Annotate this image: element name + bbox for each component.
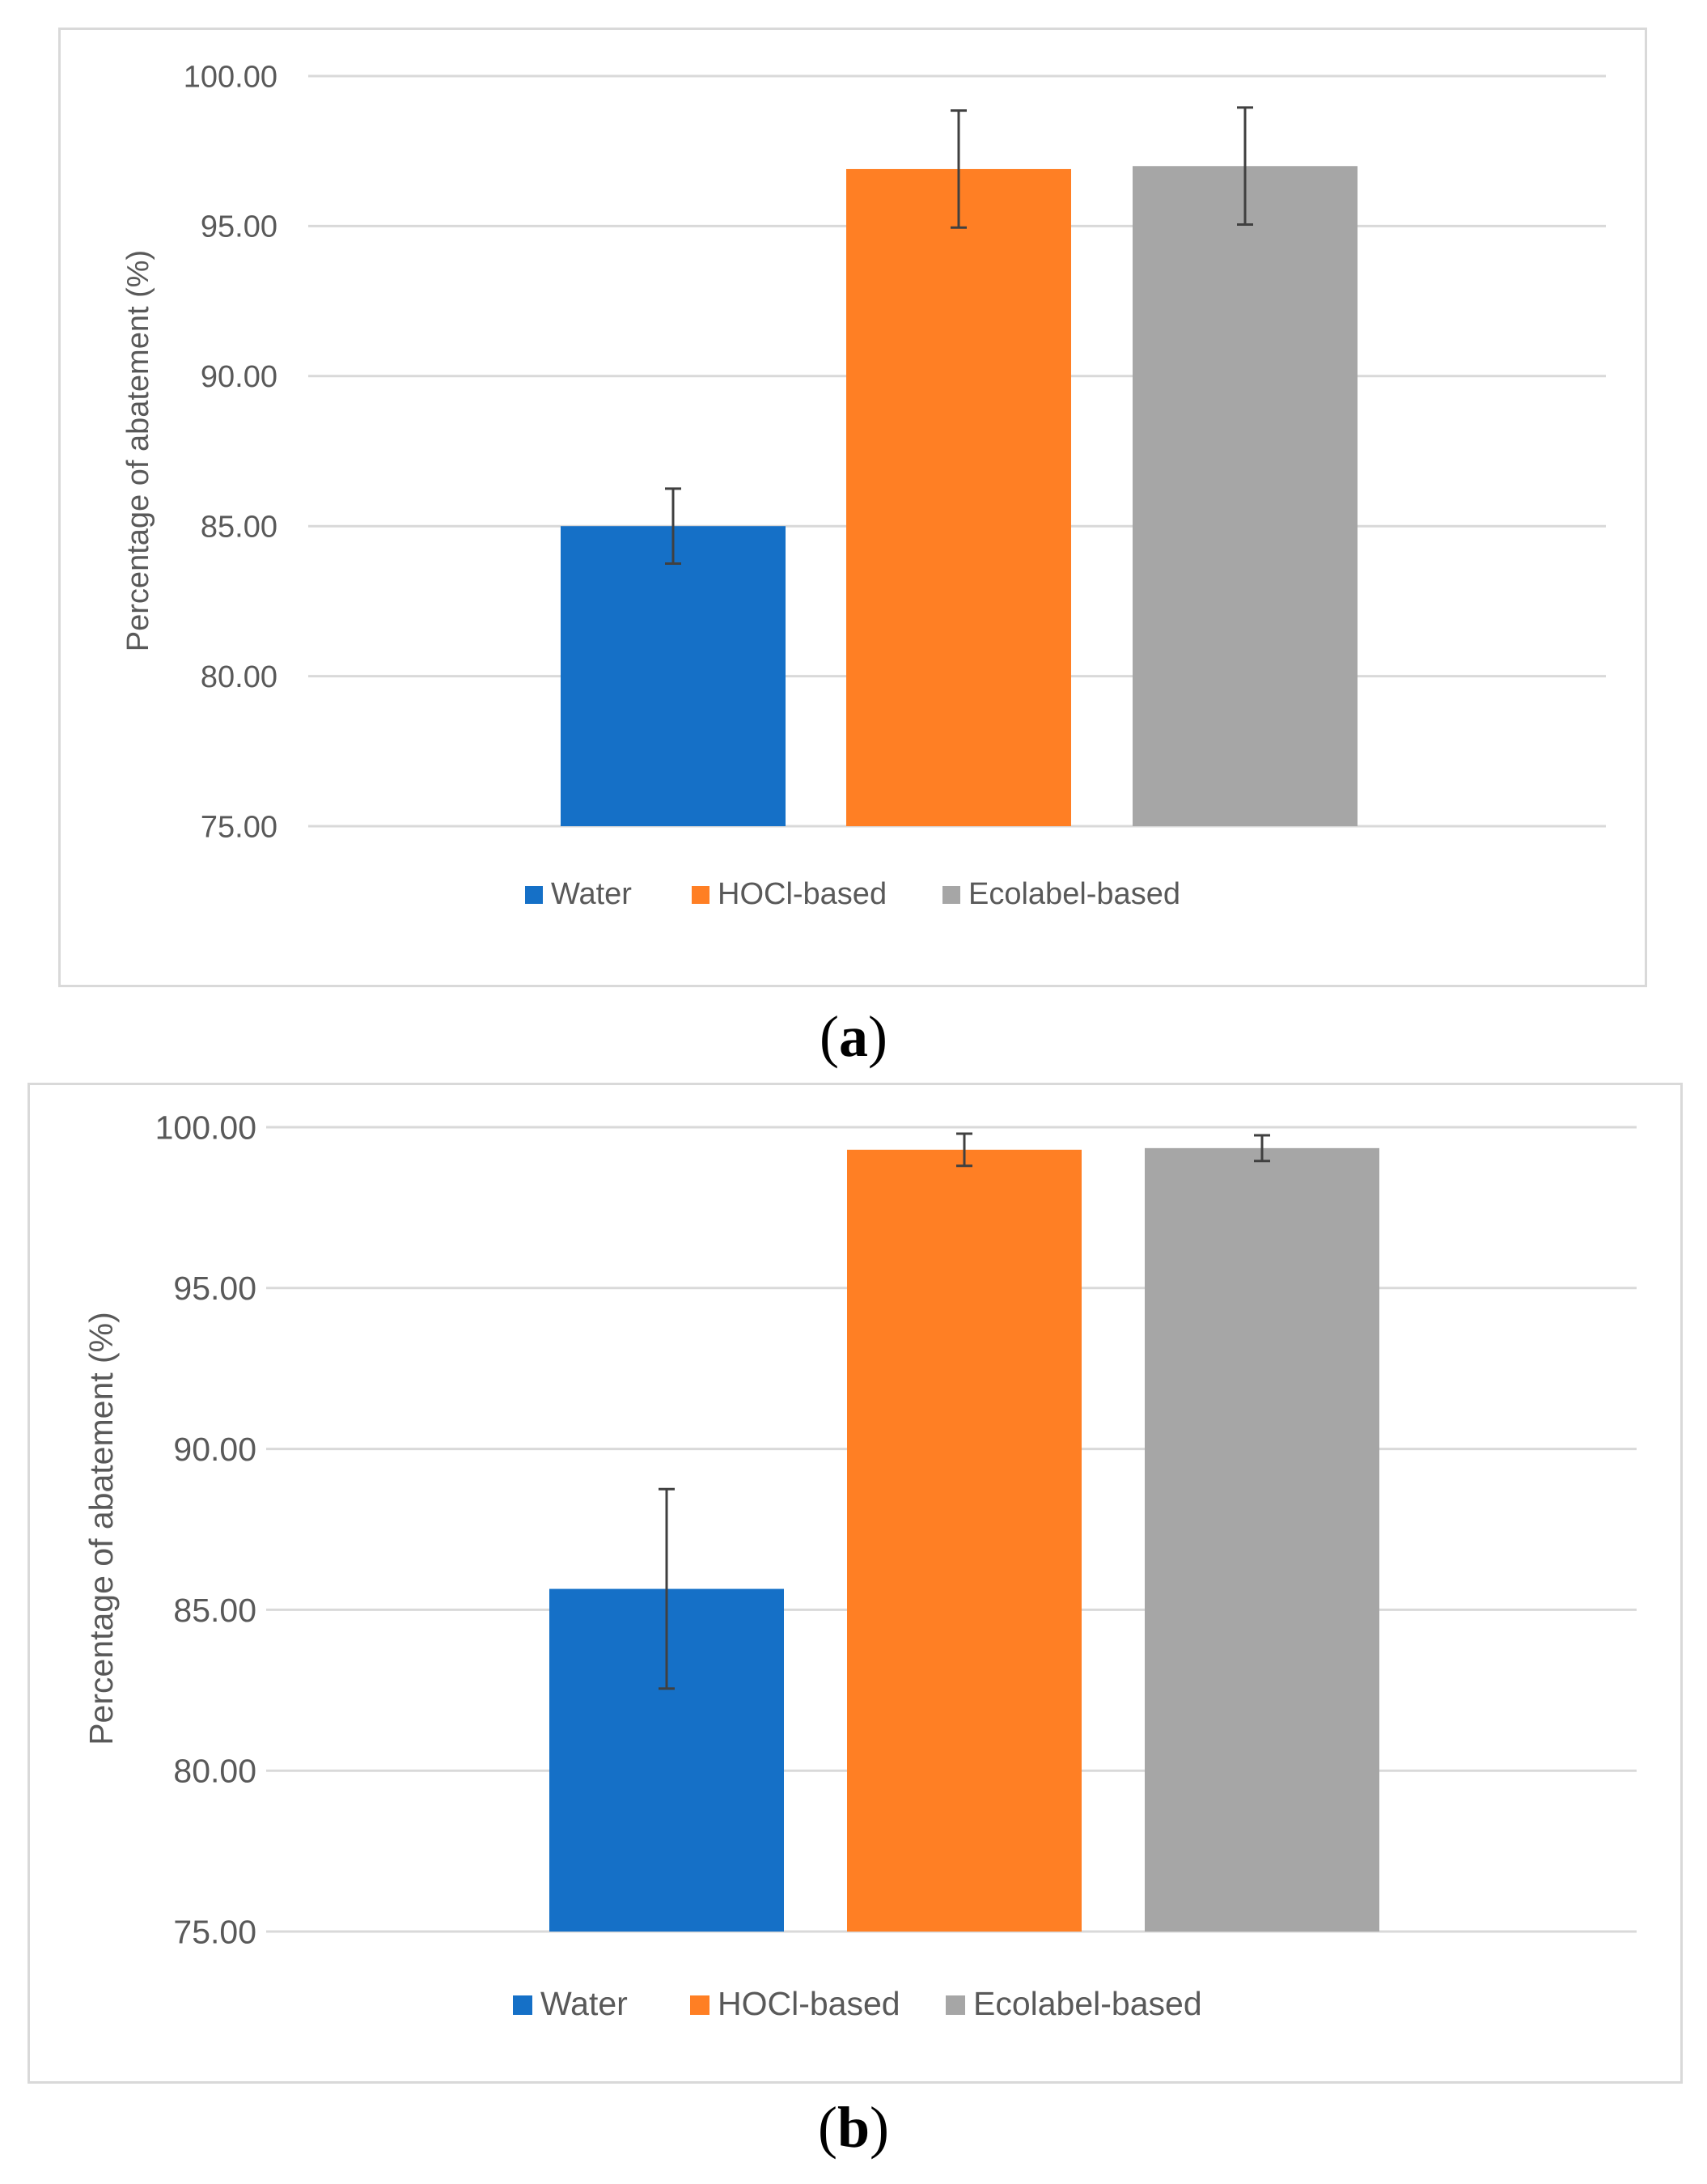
y-tick-label: 85.00 (201, 511, 277, 545)
y-tick-label: 75.00 (201, 810, 277, 844)
y-tick-label: 75.00 (173, 1913, 256, 1950)
y-tick-label: 95.00 (201, 210, 277, 244)
bar-ecolabel-based (1145, 1147, 1379, 1932)
legend-label: HOCl-based (718, 1985, 900, 2022)
legend-swatch (690, 1995, 709, 2015)
y-tick-label: 85.00 (173, 1592, 256, 1629)
y-tick-label: 100.00 (184, 60, 277, 94)
chart-panel-b: 75.00 80.00 85.00 90.00 95.00 100.00 Percentag… (28, 1083, 1683, 2084)
bar-water (561, 526, 786, 826)
legend-label: Ecolabel-based (973, 1985, 1202, 2022)
legend-swatch (692, 886, 709, 904)
legend-label: Ecolabel-based (968, 877, 1180, 911)
legend-label: HOCl-based (718, 877, 887, 911)
y-axis-title: Percentage of abatement (%) (121, 250, 155, 651)
y-tick-label: 80.00 (173, 1753, 256, 1790)
y-tick-label: 90.00 (173, 1431, 256, 1468)
caption-a-label: a (839, 1004, 868, 1069)
chart-panel-a: 75.00 80.00 85.00 90.00 95.00 100.00 Percentag… (58, 28, 1647, 987)
y-axis-title: Percentage of abatement (%) (83, 1312, 120, 1745)
y-tick-label: 90.00 (201, 360, 277, 394)
legend-label: Water (551, 877, 632, 911)
y-tick-label: 80.00 (201, 660, 277, 694)
bar-hocl-based (847, 1149, 1082, 1932)
bar-chart-a: 75.00 80.00 85.00 90.00 95.00 100.00 Percentag… (121, 60, 1606, 911)
legend-swatch (942, 886, 960, 904)
legend-swatch (525, 886, 543, 904)
legend-label: Water (540, 1985, 628, 2022)
y-tick-label: 100.00 (155, 1109, 256, 1146)
legend-swatch (513, 1995, 532, 2015)
caption-b: (b) (817, 2095, 889, 2160)
bar-chart-b: 75.00 80.00 85.00 90.00 95.00 100.00 Percentag… (83, 1109, 1637, 2022)
legend-swatch (946, 1995, 965, 2015)
bar-hocl-based (846, 168, 1071, 826)
caption-a: (a) (820, 1004, 887, 1069)
caption-b-label: b (837, 2095, 870, 2160)
bar-ecolabel-based (1133, 166, 1358, 827)
y-tick-label: 95.00 (173, 1270, 256, 1307)
